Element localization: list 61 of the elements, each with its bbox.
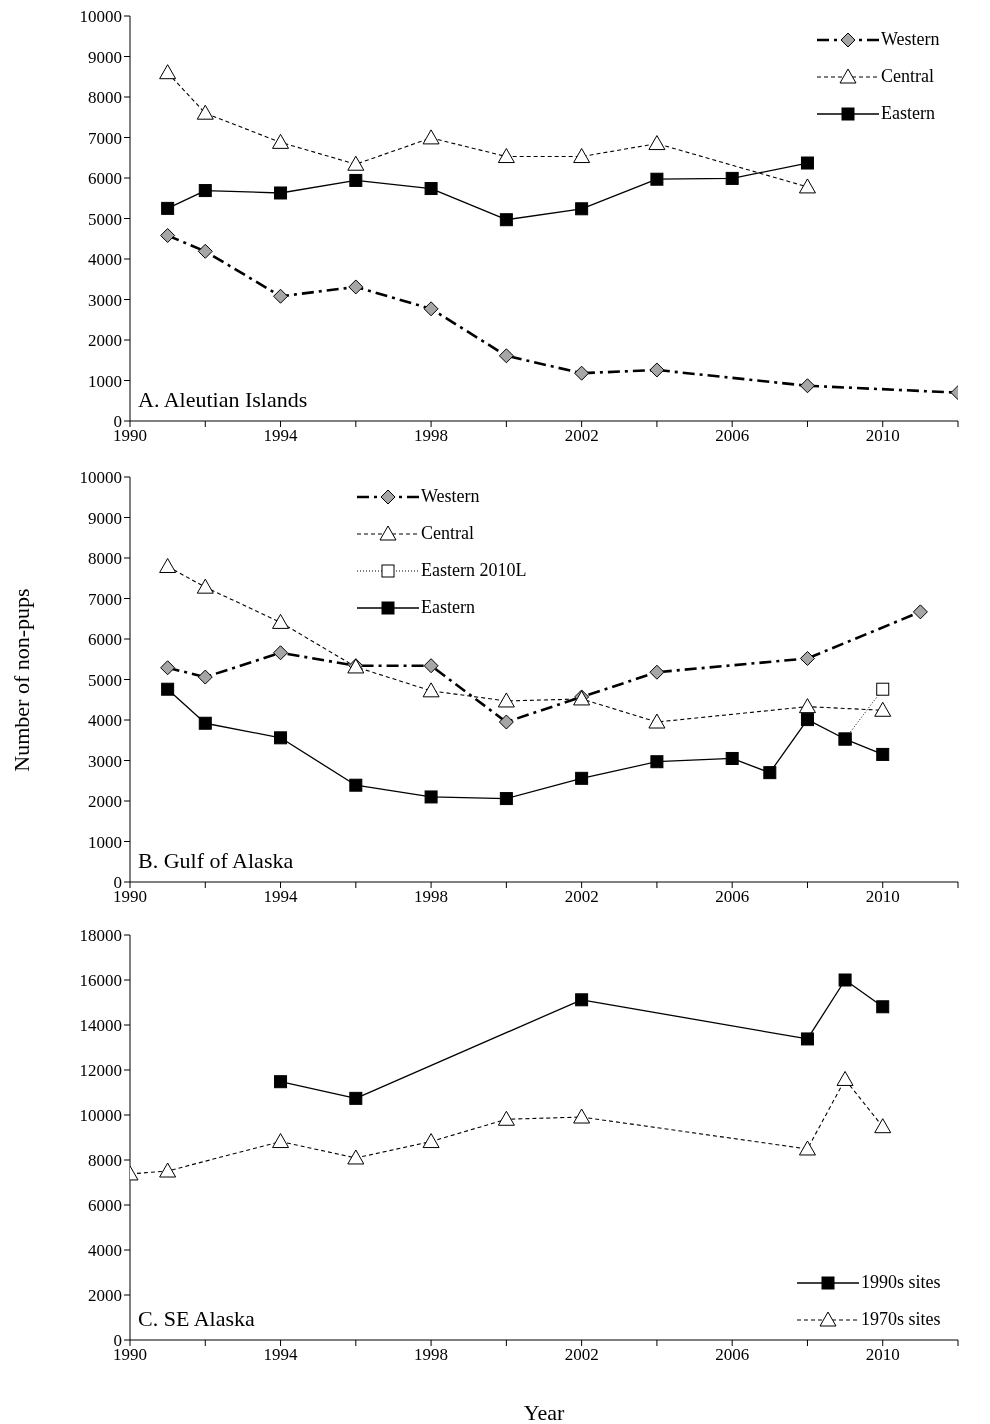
y-tick-label: 7000 bbox=[88, 128, 122, 148]
legend-label: Eastern 2010L bbox=[421, 560, 527, 581]
y-tick-label: 2000 bbox=[88, 1286, 122, 1306]
y-tick-label: 3000 bbox=[88, 751, 122, 771]
y-tick-label: 4000 bbox=[88, 711, 122, 731]
legend-label: Western bbox=[421, 486, 480, 507]
text: B. Gulf of Alaska bbox=[138, 848, 294, 874]
y-tick-label: 12000 bbox=[79, 1061, 122, 1081]
y-tick-label: 5000 bbox=[88, 209, 122, 229]
y-tick-label: 9000 bbox=[88, 47, 122, 67]
legend-label: 1970s sites bbox=[861, 1309, 941, 1330]
y-tick-label: 18000 bbox=[79, 926, 122, 946]
y-tick-label: 8000 bbox=[88, 88, 122, 108]
text: C. SE Alaska bbox=[138, 1306, 255, 1332]
x-tick-label: 2010 bbox=[865, 887, 900, 907]
y-tick-label: 4000 bbox=[88, 250, 122, 270]
x-tick-label: 2002 bbox=[564, 1345, 599, 1365]
x-tick-label: 1994 bbox=[263, 426, 299, 446]
x-tick-label: 1990 bbox=[113, 1345, 147, 1365]
y-tick-label: 1000 bbox=[88, 371, 122, 391]
legend-label: Eastern bbox=[881, 103, 935, 124]
y-tick-label: 7000 bbox=[88, 589, 122, 609]
x-tick-label: 2006 bbox=[715, 1345, 750, 1365]
x-tick-label: 1998 bbox=[414, 426, 449, 446]
y-tick-label: 9000 bbox=[88, 508, 122, 528]
y-tick-label: 5000 bbox=[88, 670, 122, 690]
y-tick-label: 8000 bbox=[88, 1151, 122, 1171]
x-tick-label: 2006 bbox=[715, 887, 750, 907]
x-tick-label: 1994 bbox=[263, 887, 299, 907]
x-tick-label: 1994 bbox=[263, 1345, 299, 1365]
x-tick-label: 2010 bbox=[865, 426, 900, 446]
y-axis-title: Number of non-pups bbox=[9, 587, 35, 772]
y-tick-label: 10000 bbox=[79, 468, 122, 488]
y-tick-label: 6000 bbox=[88, 169, 122, 189]
y-tick-label: 6000 bbox=[88, 1196, 122, 1216]
x-tick-label: 2002 bbox=[564, 887, 599, 907]
legend-label: Western bbox=[881, 29, 940, 50]
x-tick-label: 2006 bbox=[715, 426, 750, 446]
x-tick-label: 1990 bbox=[113, 887, 147, 907]
y-tick-label: 1000 bbox=[88, 832, 122, 852]
legend-label: 1990s sites bbox=[861, 1272, 941, 1293]
y-tick-label: 6000 bbox=[88, 630, 122, 650]
y-tick-label: 10000 bbox=[79, 1106, 122, 1126]
y-tick-label: 2000 bbox=[88, 792, 122, 812]
y-tick-label: 2000 bbox=[88, 331, 122, 351]
x-tick-label: 2010 bbox=[865, 1345, 900, 1365]
y-tick-label: 3000 bbox=[88, 290, 122, 310]
y-tick-label: 4000 bbox=[88, 1241, 122, 1261]
x-tick-label: 1990 bbox=[113, 426, 147, 446]
y-tick-label: 14000 bbox=[79, 1016, 122, 1036]
y-tick-label: 10000 bbox=[79, 7, 122, 27]
y-tick-label: 16000 bbox=[79, 971, 122, 991]
x-tick-label: 1998 bbox=[414, 887, 449, 907]
x-tick-label: 2002 bbox=[564, 426, 599, 446]
x-tick-label: 1998 bbox=[414, 1345, 449, 1365]
legend-label: Eastern bbox=[421, 597, 475, 618]
y-tick-label: 8000 bbox=[88, 549, 122, 569]
text: A. Aleutian Islands bbox=[138, 387, 308, 413]
legend-label: Central bbox=[421, 523, 474, 544]
x-axis-title: Year bbox=[523, 1400, 565, 1424]
legend-label: Central bbox=[881, 66, 934, 87]
